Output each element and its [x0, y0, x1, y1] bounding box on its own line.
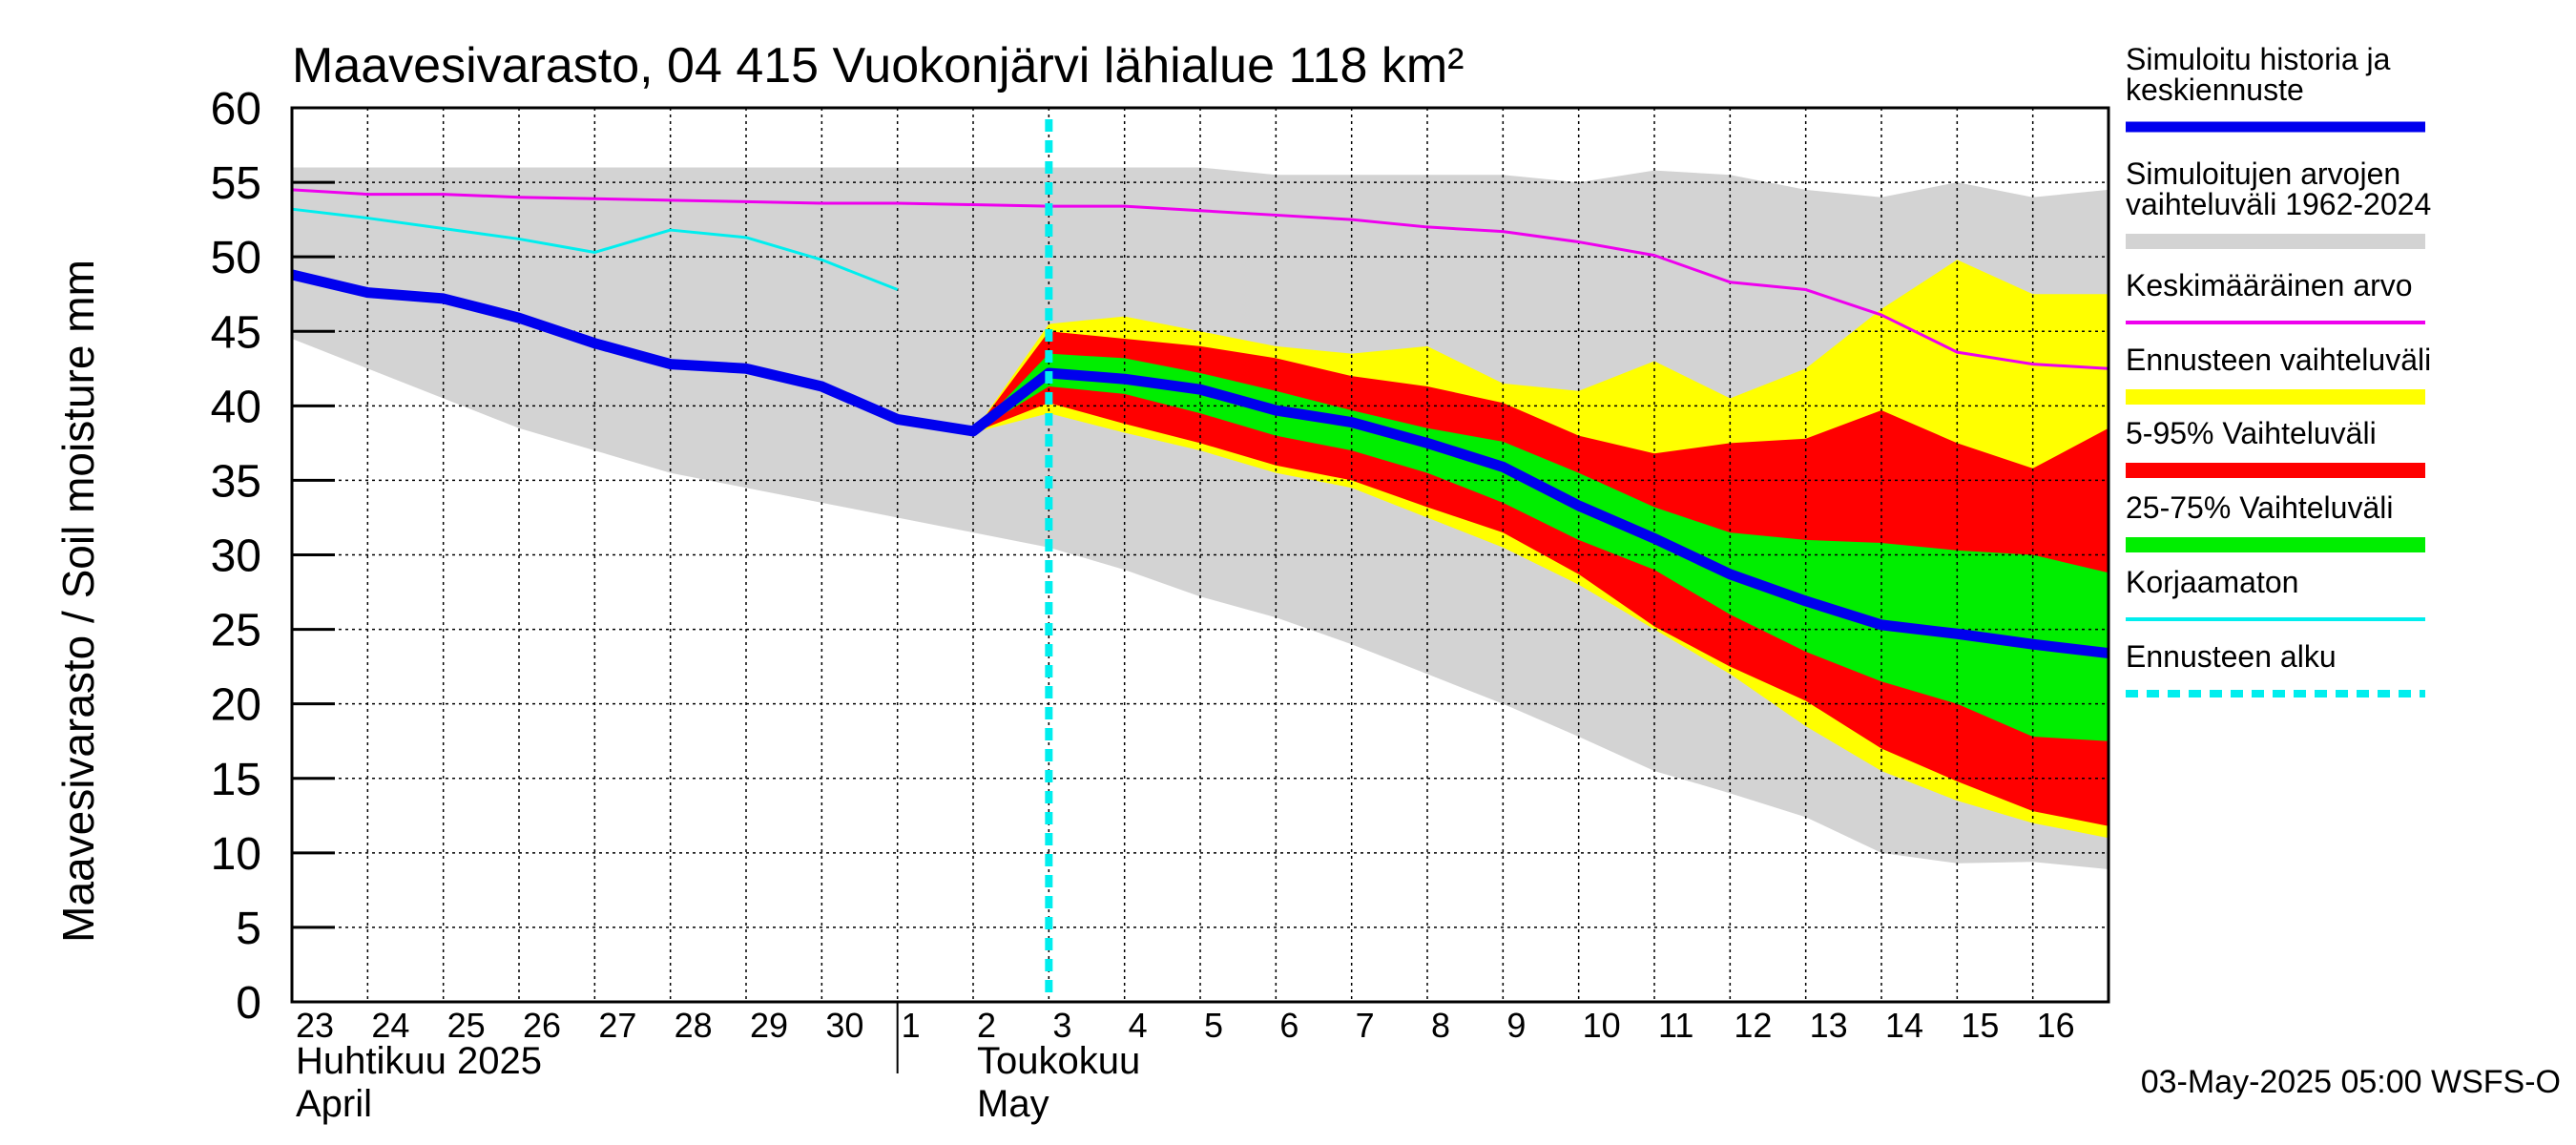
y-tick-label: 0: [236, 978, 261, 1029]
x-tick-label: 8: [1431, 1006, 1450, 1045]
series-line-median: [290, 269, 2109, 659]
x-tick-label: 15: [1961, 1006, 1999, 1045]
x-tick-label: 9: [1506, 1006, 1526, 1045]
y-tick-label: 45: [211, 307, 261, 358]
x-tick-label: 16: [2037, 1006, 2075, 1045]
legend-label: Simuloitujen arvojen: [2126, 156, 2400, 191]
y-tick-label: 10: [211, 829, 261, 880]
x-tick-label: 25: [447, 1006, 486, 1045]
y-axis-label: Maavesivarasto / Soil moisture mm: [53, 260, 103, 943]
y-tick-label: 50: [211, 233, 261, 283]
x-tick-label: 10: [1583, 1006, 1621, 1045]
x-tick-label: 29: [750, 1006, 788, 1045]
x-tick-label: 24: [371, 1006, 409, 1045]
month-label-fi: Toukokuu: [977, 1040, 1140, 1082]
y-tick-label: 35: [211, 456, 261, 507]
y-tick-label: 30: [211, 531, 261, 582]
x-tick-label: 5: [1204, 1006, 1223, 1045]
y-tick-label: 55: [211, 158, 261, 209]
x-tick-label: 28: [675, 1006, 713, 1045]
month-label-en: April: [296, 1083, 372, 1125]
legend-label: Keskimääräinen arvo: [2126, 268, 2413, 302]
legend-label: Ennusteen alku: [2126, 639, 2337, 674]
legend-label: 5-95% Vaihteluväli: [2126, 416, 2377, 450]
series-band-p5_95: [973, 331, 2109, 826]
x-tick-label: 12: [1734, 1006, 1772, 1045]
month-label-fi: Huhtikuu 2025: [296, 1040, 542, 1082]
y-tick-label: 20: [211, 680, 261, 731]
timestamp: 03-May-2025 05:00 WSFS-O: [2141, 1064, 2561, 1100]
y-tick-label: 60: [211, 84, 261, 135]
legend-label: Korjaamaton: [2126, 565, 2298, 599]
x-tick-label: 3: [1052, 1006, 1071, 1045]
legend-label: Simuloitu historia ja: [2126, 42, 2391, 76]
legend-label: Ennusteen vaihteluväli: [2126, 343, 2431, 377]
x-tick-label: 6: [1279, 1006, 1298, 1045]
legend-label: keskiennuste: [2126, 73, 2304, 107]
x-tick-label: 2: [977, 1006, 996, 1045]
x-tick-label: 26: [523, 1006, 561, 1045]
x-tick-label: 4: [1129, 1006, 1148, 1045]
x-tick-label: 30: [825, 1006, 863, 1045]
series-band-p25_75: [973, 353, 2109, 741]
x-tick-label: 1: [902, 1006, 921, 1045]
series-line-uncorrected: [291, 207, 899, 291]
x-tick-label: 27: [598, 1006, 636, 1045]
legend-label: 25-75% Vaihteluväli: [2126, 490, 2393, 525]
series-line-mean: [291, 188, 2109, 370]
y-tick-label: 25: [211, 606, 261, 656]
x-tick-label: 11: [1658, 1006, 1693, 1045]
month-label-en: May: [977, 1083, 1049, 1125]
x-tick-label: 7: [1356, 1006, 1375, 1045]
x-tick-label: 13: [1810, 1006, 1848, 1045]
chart-title: Maavesivarasto, 04 415 Vuokonjärvi lähia…: [292, 38, 1464, 94]
legend-label: vaihteluväli 1962-2024: [2126, 187, 2431, 221]
y-tick-label: 15: [211, 755, 261, 805]
x-tick-label: 14: [1885, 1006, 1923, 1045]
y-tick-label: 40: [211, 382, 261, 432]
y-tick-label: 5: [236, 904, 261, 954]
x-tick-label: 23: [296, 1006, 334, 1045]
